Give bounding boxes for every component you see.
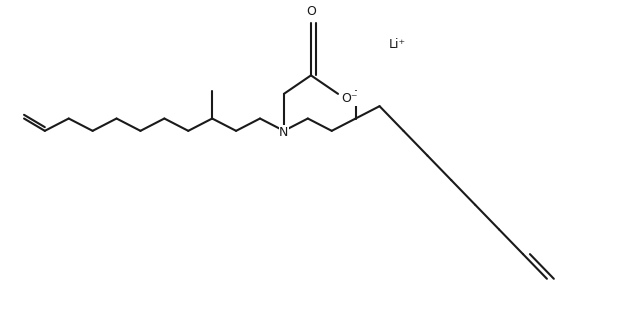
Text: N: N bbox=[279, 126, 289, 139]
Text: Li⁺: Li⁺ bbox=[388, 38, 406, 51]
Text: O⁻: O⁻ bbox=[341, 92, 358, 105]
Text: O: O bbox=[306, 5, 316, 18]
